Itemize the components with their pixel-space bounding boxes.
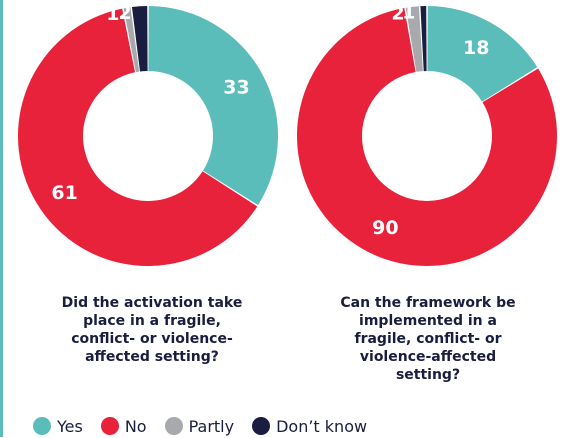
legend-label-partly: Partly <box>188 416 235 436</box>
donut-chart-activation: 33 61 1 2 <box>17 2 278 266</box>
legend-swatch-partly <box>164 417 183 435</box>
legend-label-no: No <box>124 416 147 436</box>
legend-item-yes: Yes <box>33 417 83 436</box>
legend-swatch-yes <box>33 417 51 435</box>
donut-slice-framework-yes <box>427 6 538 102</box>
slice-label-activation-dont-know: 2 <box>119 2 132 24</box>
donut-chart-framework: 18 90 21 <box>296 2 557 266</box>
left-accent-rule <box>0 0 3 437</box>
legend-swatch-dont-know <box>252 417 271 435</box>
slice-label-activation-partly: 1 <box>106 3 119 25</box>
slice-label-framework-dont-know: 1 <box>402 2 415 24</box>
donut-slice-activation-dont-know <box>131 6 148 72</box>
legend-label-yes: Yes <box>57 416 83 436</box>
donut-slice-framework-partly <box>405 6 423 72</box>
donut-slice-framework-dont-know <box>420 6 427 72</box>
chart-title-activation: Did the activation take place in a fragi… <box>61 295 243 365</box>
slice-label-activation-no: 61 <box>51 182 77 204</box>
donut-slice-activation-yes <box>148 6 278 206</box>
slice-label-framework-no: 90 <box>372 217 398 239</box>
legend-item-dont-know: Don’t know <box>252 417 367 436</box>
slice-label-framework-partly: 2 <box>391 2 404 24</box>
donut-slice-framework-no <box>296 8 557 266</box>
donut-slice-activation-no <box>17 8 258 266</box>
donut-slice-activation-partly <box>123 7 140 73</box>
slice-label-framework-yes: 18 <box>463 37 489 59</box>
legend-item-partly: Partly <box>164 416 235 436</box>
legend-item-no: No <box>100 416 147 436</box>
legend-swatch-no <box>100 417 119 435</box>
chart-legend: Yes No Partly Don’t know <box>33 414 367 438</box>
chart-title-framework: Can the framework be implemented in a fr… <box>340 295 516 383</box>
slice-label-activation-yes: 33 <box>223 76 249 98</box>
legend-label-dont-know: Don’t know <box>276 416 368 436</box>
